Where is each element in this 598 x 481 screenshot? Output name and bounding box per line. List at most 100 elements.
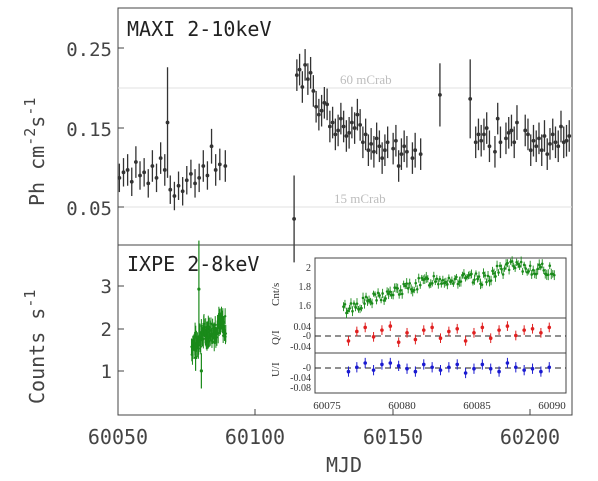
inset-count-point bbox=[423, 274, 427, 284]
maxi-point-dot bbox=[305, 77, 310, 81]
inset-u-point-dot bbox=[355, 365, 359, 370]
maxi-point-dot bbox=[327, 124, 332, 129]
ylabel-exp: -2 bbox=[21, 128, 39, 146]
inset-count-point-dot bbox=[381, 292, 384, 295]
maxi-point bbox=[394, 124, 398, 157]
maxi-point-dot bbox=[498, 140, 503, 145]
inset-count-point-dot bbox=[348, 307, 351, 310]
maxi-point bbox=[493, 135, 497, 168]
inset-count-point-dot bbox=[431, 281, 434, 285]
maxi-point-dot bbox=[377, 144, 382, 149]
maxi-point-dot bbox=[217, 162, 222, 167]
inset-q-label: Q/I bbox=[270, 330, 282, 345]
inset-count-point-dot bbox=[412, 288, 416, 292]
inset-q-point bbox=[547, 322, 552, 333]
inset-u-point-dot bbox=[547, 365, 552, 370]
inset-q-point-dot bbox=[488, 336, 493, 340]
maxi-point-dot bbox=[405, 149, 409, 154]
inset-count-point-dot bbox=[465, 275, 469, 279]
inset-count-point-dot bbox=[391, 293, 395, 297]
inset-u-point bbox=[472, 363, 476, 374]
maxi-point bbox=[495, 102, 500, 135]
maxi-point-dot bbox=[292, 217, 296, 221]
inset-u-point-dot bbox=[455, 362, 460, 367]
inset-count-point-dot bbox=[527, 270, 530, 273]
inset-count-point-dot bbox=[453, 277, 457, 281]
maxi-point bbox=[319, 94, 324, 127]
ixpe-point-dot bbox=[199, 345, 202, 349]
maxi-point bbox=[515, 105, 519, 140]
maxi-point-dot bbox=[344, 134, 349, 138]
maxi-point-dot bbox=[314, 104, 319, 109]
inset-count-point bbox=[518, 262, 521, 271]
maxi-point bbox=[205, 161, 210, 190]
inset-xtick-label: 60090 bbox=[538, 400, 566, 412]
inset-count-point-dot bbox=[409, 287, 413, 291]
maxi-point-dot bbox=[438, 93, 442, 97]
inset-count-point bbox=[438, 275, 442, 283]
inset-count-point bbox=[552, 270, 556, 281]
maxi-title: MAXI 2-10keV bbox=[127, 17, 272, 41]
inset-count-point bbox=[521, 267, 524, 276]
maxi-point bbox=[564, 124, 569, 157]
inset-count-point bbox=[418, 281, 422, 289]
inset-count-point-dot bbox=[426, 277, 430, 281]
maxi-ytick-label: 0.15 bbox=[66, 119, 112, 141]
ylabel-main: Counts s bbox=[25, 308, 49, 404]
inset-count-point-dot bbox=[435, 277, 439, 281]
inset-count-point-dot bbox=[345, 311, 348, 315]
inset-y-ticks: 1.6 1.8 2 0.04 -0 -0.04 -0 -0.04 -0.08 bbox=[290, 263, 311, 394]
inset-count-point-dot bbox=[531, 268, 535, 272]
maxi-point bbox=[300, 71, 305, 103]
maxi-point-dot bbox=[303, 62, 308, 67]
maxi-point bbox=[548, 128, 552, 160]
maxi-point bbox=[327, 110, 332, 143]
inset-u-point bbox=[480, 359, 485, 370]
maxi-point-dot bbox=[394, 138, 398, 143]
inset-count-point-dot bbox=[501, 273, 505, 276]
inset-q-series bbox=[346, 321, 552, 348]
inset-count-point bbox=[435, 274, 439, 283]
maxi-point bbox=[523, 114, 528, 147]
maxi-point-dot bbox=[330, 120, 335, 125]
ixpe-title: IXPE 2-8keV bbox=[127, 252, 259, 276]
maxi-point bbox=[358, 109, 363, 141]
maxi-point-dot bbox=[180, 189, 185, 194]
maxi-point-dot bbox=[512, 140, 517, 145]
maxi-point-dot bbox=[184, 178, 189, 183]
inset-count-point bbox=[470, 269, 473, 279]
inset-count-point bbox=[485, 278, 488, 286]
inset-u-point bbox=[413, 366, 418, 377]
inset-count-point bbox=[542, 266, 546, 274]
maxi-point bbox=[125, 154, 130, 186]
inset-count-point-dot bbox=[415, 287, 419, 291]
inset-count-point-dot bbox=[486, 274, 490, 278]
maxi-y-ticks: 0.05 0.15 0.25 bbox=[66, 39, 124, 220]
maxi-point bbox=[561, 126, 566, 159]
inset-u-point bbox=[447, 362, 451, 373]
inset-u-point bbox=[530, 363, 535, 374]
inset-u-point-dot bbox=[405, 366, 409, 371]
inset-count-point bbox=[378, 292, 381, 299]
inset-u-point-dot bbox=[430, 365, 434, 370]
ylabel-main: Ph cm bbox=[25, 146, 49, 206]
maxi-point-dot bbox=[537, 136, 541, 141]
inset-q-point-dot bbox=[455, 326, 460, 331]
ixpe-frame bbox=[117, 244, 573, 416]
maxi-point bbox=[193, 169, 197, 198]
maxi-point bbox=[556, 130, 561, 163]
inset-count-point-dot bbox=[515, 260, 518, 264]
inset-count-point-dot bbox=[485, 280, 488, 284]
inset-count-point bbox=[396, 283, 399, 294]
inset-count-point-dot bbox=[539, 265, 543, 269]
inset-count-point-dot bbox=[534, 272, 538, 276]
inset-u-point bbox=[396, 360, 401, 371]
inset-count-point bbox=[388, 286, 392, 297]
inset-ytick-label: -0.04 bbox=[290, 373, 311, 384]
maxi-point-dot bbox=[297, 67, 302, 72]
inset-count-point-dot bbox=[500, 267, 503, 271]
inset-q-point bbox=[480, 322, 485, 333]
inset-count-point bbox=[361, 292, 365, 304]
inset-count-point-dot bbox=[388, 290, 392, 293]
maxi-point-dot bbox=[515, 120, 519, 125]
